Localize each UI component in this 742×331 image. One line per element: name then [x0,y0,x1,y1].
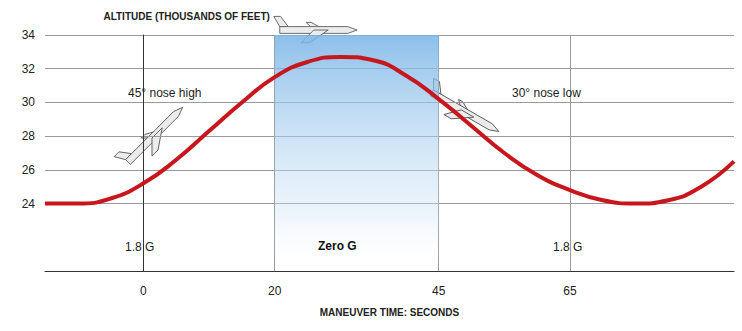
svg-text:34: 34 [22,28,36,42]
svg-text:24: 24 [22,197,36,211]
svg-text:26: 26 [22,163,36,177]
svg-text:45: 45 [432,284,446,298]
svg-text:ALTITUDE (THOUSANDS OF FEET): ALTITUDE (THOUSANDS OF FEET) [103,11,269,22]
svg-text:28: 28 [22,129,36,143]
svg-text:1.8 G: 1.8 G [125,240,154,254]
svg-text:1.8 G: 1.8 G [553,240,582,254]
svg-text:MANEUVER TIME: SECONDS: MANEUVER TIME: SECONDS [320,307,460,318]
svg-text:32: 32 [22,62,36,76]
svg-text:0: 0 [140,284,147,298]
svg-text:30: 30 [22,95,36,109]
svg-text:30° nose low: 30° nose low [512,86,581,100]
svg-text:45° nose high: 45° nose high [128,86,202,100]
svg-text:20: 20 [268,284,282,298]
svg-text:65: 65 [563,284,577,298]
svg-text:Zero G: Zero G [318,239,357,253]
